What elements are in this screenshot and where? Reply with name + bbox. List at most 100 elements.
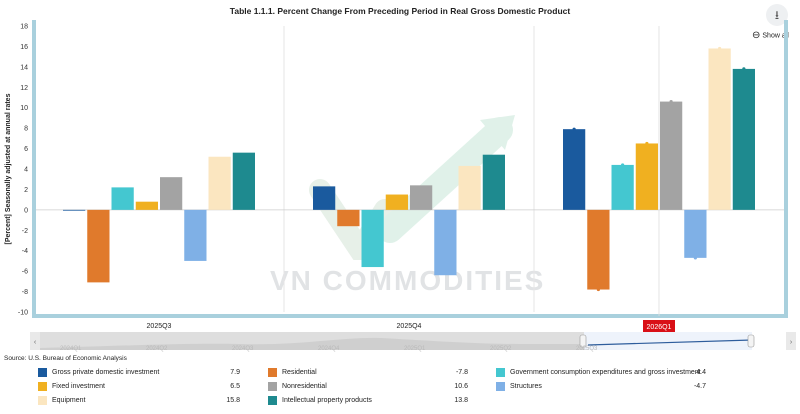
x-axis-bar — [32, 314, 788, 318]
bar-nonresidential — [160, 177, 183, 210]
bar-fixed-investment — [635, 143, 658, 210]
bar-intellectual-property-products — [732, 68, 755, 210]
navigator-label: 2024Q4 — [318, 346, 340, 352]
bar-equipment — [708, 48, 731, 210]
legend-value: 15.8 — [226, 397, 240, 404]
legend-item[interactable]: Gross private domestic investment — [38, 368, 159, 377]
y-tick-label: -4 — [22, 248, 28, 255]
y-tick-label: 0 — [24, 207, 28, 214]
bar-residential — [337, 209, 360, 227]
legend-label: Intellectual property products — [282, 397, 372, 404]
navigator-handle-right[interactable] — [747, 334, 755, 348]
bar-structures — [684, 209, 707, 258]
y-tick-label: 12 — [20, 85, 28, 92]
bar-chart: -10 -8 -6 -4 -2 0 2 4 6 8 10 12 14 16 18 [Percent] Seas… — [5, 20, 796, 352]
bar-nonresidential — [410, 185, 433, 210]
navigator-label: 2024Q1 — [60, 346, 82, 352]
bar-government-consumption-expenditures-and-gross-investment — [111, 187, 134, 210]
chart-title: Table 1.1.1. Percent Change From Precedi… — [229, 6, 571, 16]
bar-end-marker — [596, 287, 600, 292]
y-tick-label: -6 — [22, 269, 28, 276]
legend-item[interactable]: Fixed investment — [38, 382, 105, 391]
navigator-label: 2025Q3 — [576, 346, 598, 352]
bar-end-marker — [572, 127, 576, 131]
y-tick-label: 8 — [24, 126, 28, 133]
bar-residential — [587, 209, 610, 290]
legend-value: 10.6 — [454, 383, 468, 390]
show-all-label: Show all — [762, 32, 789, 40]
chevron-right-icon: › — [790, 339, 793, 346]
bar-government-consumption-expenditures-and-gross-investment — [611, 164, 634, 210]
navigator-handle-left[interactable] — [579, 334, 587, 348]
bar-end-marker — [669, 99, 673, 104]
bar-structures — [434, 209, 457, 276]
bar-nonresidential — [660, 101, 683, 210]
bar-government-consumption-expenditures-and-gross-investment — [361, 209, 384, 268]
watermark-text: VN COMMODITIES — [270, 265, 546, 296]
navigator-scroll-right[interactable] — [786, 332, 796, 350]
bar-fixed-investment — [135, 201, 158, 210]
bar-gross-private-domestic-investment — [63, 209, 86, 211]
bar-intellectual-property-products — [482, 154, 505, 210]
y-tick-label: 4 — [24, 167, 28, 174]
download-icon[interactable]: ⭳ — [766, 4, 788, 26]
zoom-out-icon: ⊖ — [752, 30, 761, 41]
y-tick-label: 6 — [24, 146, 28, 153]
selected-period-label: 2026Q1 — [647, 324, 672, 331]
legend-item[interactable]: Equipment — [38, 396, 85, 405]
legend-value: 7.9 — [230, 369, 240, 376]
legend-swatch — [268, 396, 277, 405]
legend-value: 4.4 — [696, 369, 706, 376]
legend-swatch — [268, 382, 277, 391]
legend-item[interactable]: Intellectual property products — [268, 396, 372, 405]
right-axis-bar — [784, 20, 788, 316]
y-tick-label: -8 — [22, 289, 28, 296]
bar-equipment — [208, 156, 231, 210]
navigator-line — [587, 339, 753, 346]
legend-item[interactable]: Nonresidential — [268, 382, 327, 391]
y-tick-label: 10 — [20, 105, 28, 112]
source-note: Source: U.S. Bureau of Economic Analysis — [4, 355, 127, 362]
navigator-label: 2024Q2 — [146, 346, 168, 352]
legend-value: 6.5 — [230, 383, 240, 390]
y-tick-label: -2 — [22, 228, 28, 235]
navigator-label: 2024Q3 — [232, 346, 254, 352]
legend-label: Fixed investment — [52, 383, 105, 390]
navigator-label: 2025Q2 — [490, 346, 512, 352]
bar-end-marker — [742, 67, 746, 71]
legend-swatch — [38, 368, 47, 377]
navigator-label: 2025Q1 — [404, 346, 426, 352]
legend-value: 13.8 — [454, 397, 468, 404]
bar-equipment — [458, 165, 481, 210]
navigator-area — [40, 337, 584, 350]
y-axis-title: [Percent] Seasonally adjusted at annual … — [5, 93, 12, 244]
legend-value: -4.7 — [693, 383, 706, 390]
legend-swatch — [496, 382, 505, 391]
legend-item[interactable]: Government consumption expenditures and … — [496, 368, 701, 377]
legend-label: Government consumption expenditures and … — [510, 369, 701, 376]
bar-gross-private-domestic-investment — [313, 186, 336, 210]
bar-intellectual-property-products — [232, 152, 255, 210]
legend-label: Equipment — [52, 397, 86, 404]
legend-label: Residential — [282, 369, 317, 376]
legend-swatch — [38, 396, 47, 405]
navigator-scroll-left[interactable] — [30, 332, 40, 350]
legend-item[interactable]: Structures — [496, 382, 542, 391]
x-tick-label: 2025Q3 — [147, 323, 172, 330]
y-tick-label: -10 — [18, 310, 28, 317]
legend-item[interactable]: Residential — [268, 368, 317, 377]
selected-period-badge — [643, 320, 675, 332]
y-tick-label: 14 — [20, 64, 28, 71]
show-all-button[interactable]: ⊖ Show all — [752, 30, 789, 41]
y-axis-bar — [32, 20, 36, 316]
y-tick-label: 16 — [20, 44, 28, 51]
legend-label: Nonresidential — [282, 383, 327, 390]
legend-label: Structures — [510, 383, 542, 390]
bar-end-marker — [645, 141, 649, 146]
legend-value: -7.8 — [455, 369, 468, 376]
chevron-left-icon: ‹ — [34, 339, 37, 346]
navigator-window[interactable] — [584, 332, 752, 350]
y-tick-label: 2 — [24, 187, 28, 194]
legend-swatch — [38, 382, 47, 391]
y-tick-label: 18 — [20, 24, 28, 31]
